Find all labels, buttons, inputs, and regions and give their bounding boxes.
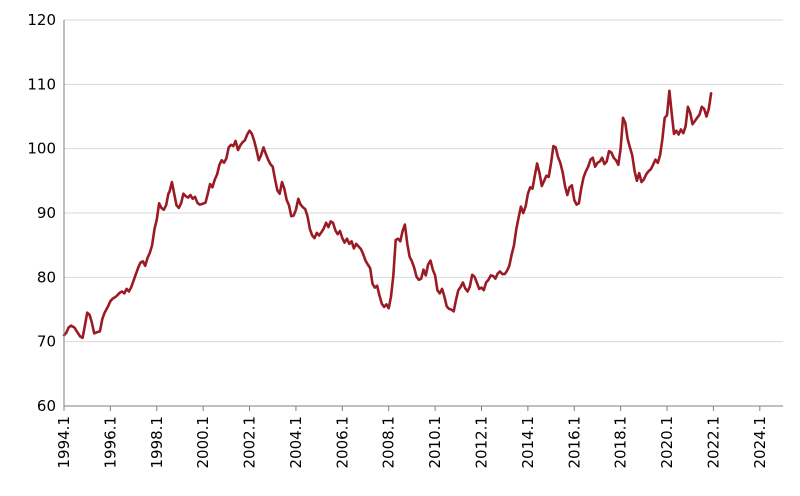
x-tick-label-2012: 2012.1 xyxy=(472,416,490,469)
y-tick-label-70: 70 xyxy=(37,333,56,351)
x-tick-label-2014: 2014.1 xyxy=(519,416,537,469)
x-tick-label-2000: 2000.1 xyxy=(194,416,212,469)
axes xyxy=(63,20,783,407)
series-line-0 xyxy=(62,89,713,340)
x-tick-label-2002: 2002.1 xyxy=(241,416,259,469)
x-tick-label-2008: 2008.1 xyxy=(380,416,398,469)
x-tick-label-1998: 1998.1 xyxy=(148,416,166,469)
x-tick-label-1994: 1994.1 xyxy=(55,416,73,469)
y-tick-label-60: 60 xyxy=(37,397,56,415)
x-tick-label-2010: 2010.1 xyxy=(426,416,444,469)
x-tick-label-2024: 2024.1 xyxy=(751,416,769,469)
x-axis-ticks: 1994.1 1996.1 1998.1 2000.1 2002.1 2004.1 2006… xyxy=(55,406,769,469)
gridlines xyxy=(64,19,783,343)
x-tick-label-1996: 1996.1 xyxy=(101,416,119,469)
y-tick-label-100: 100 xyxy=(27,140,56,158)
x-tick-label-2018: 2018.1 xyxy=(612,416,630,469)
x-tick-label-2006: 2006.1 xyxy=(333,416,351,469)
y-tick-label-110: 110 xyxy=(27,75,56,93)
y-axis-ticks: 60 70 80 90 100 110 120 xyxy=(27,11,56,415)
y-tick-label-90: 90 xyxy=(37,204,56,222)
x-tick-label-2022: 2022.1 xyxy=(704,416,722,469)
x-tick-label-2016: 2016.1 xyxy=(565,416,583,469)
y-tick-label-80: 80 xyxy=(37,268,56,286)
x-tick-label-2020: 2020.1 xyxy=(658,416,676,469)
y-tick-label-120: 120 xyxy=(27,11,56,29)
series-layer xyxy=(62,89,713,340)
x-tick-label-2004: 2004.1 xyxy=(287,416,305,469)
